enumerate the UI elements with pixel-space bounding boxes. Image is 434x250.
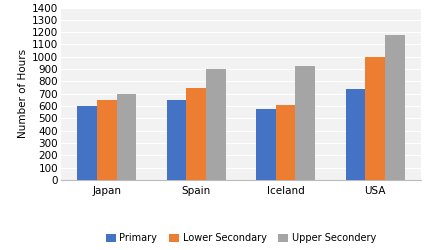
Bar (206, 69, 226, 180)
Bar (365, 57, 385, 180)
Bar (186, 88, 206, 180)
Bar (256, 109, 276, 180)
Bar (167, 100, 186, 180)
Legend: Primary, Lower Secondary, Upper Secondery: Primary, Lower Secondary, Upper Seconder… (106, 233, 376, 243)
Bar (97, 100, 116, 180)
Bar (385, 35, 404, 180)
Bar (116, 94, 136, 180)
Bar (77, 106, 97, 180)
Y-axis label: Number of Hours: Number of Hours (17, 49, 28, 138)
Bar (296, 66, 315, 180)
Bar (276, 105, 296, 180)
Bar (345, 89, 365, 180)
